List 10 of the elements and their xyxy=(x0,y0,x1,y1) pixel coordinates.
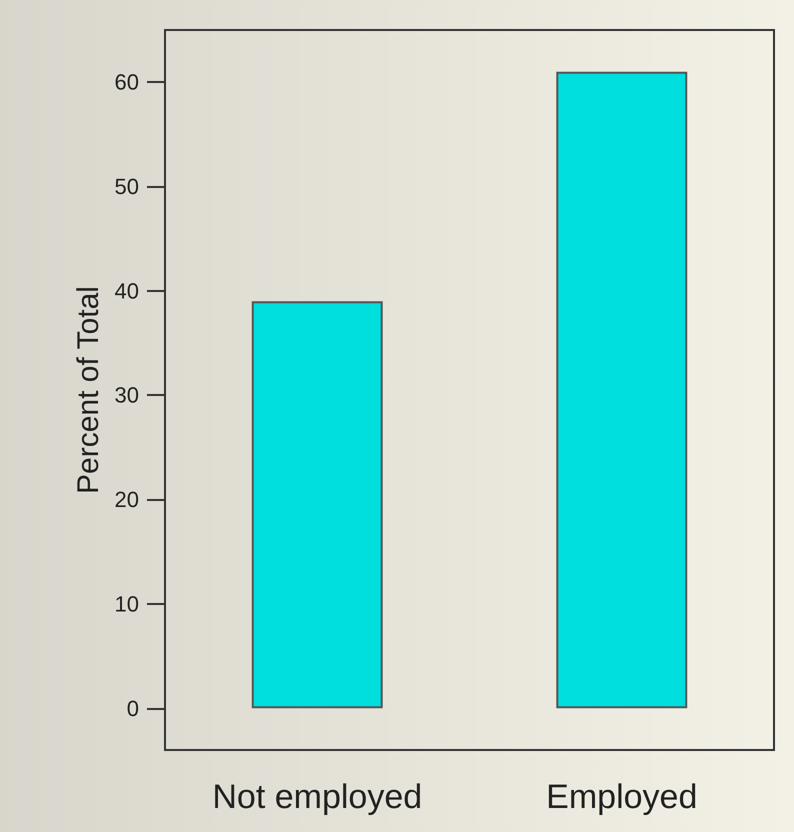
y-tick-label: 60 xyxy=(114,70,139,95)
y-tick-label: 50 xyxy=(114,174,139,200)
y-tick-label: 40 xyxy=(114,278,139,304)
x-tick-label: Not employed xyxy=(212,778,422,816)
y-axis-title: Percent of Total xyxy=(72,286,106,494)
y-tick-label: 0 xyxy=(126,696,139,721)
x-tick-label: Employed xyxy=(546,778,698,816)
y-tick-label: 10 xyxy=(114,591,139,616)
y-tick-label: 30 xyxy=(114,382,139,408)
y-tick-label: 20 xyxy=(114,487,139,512)
